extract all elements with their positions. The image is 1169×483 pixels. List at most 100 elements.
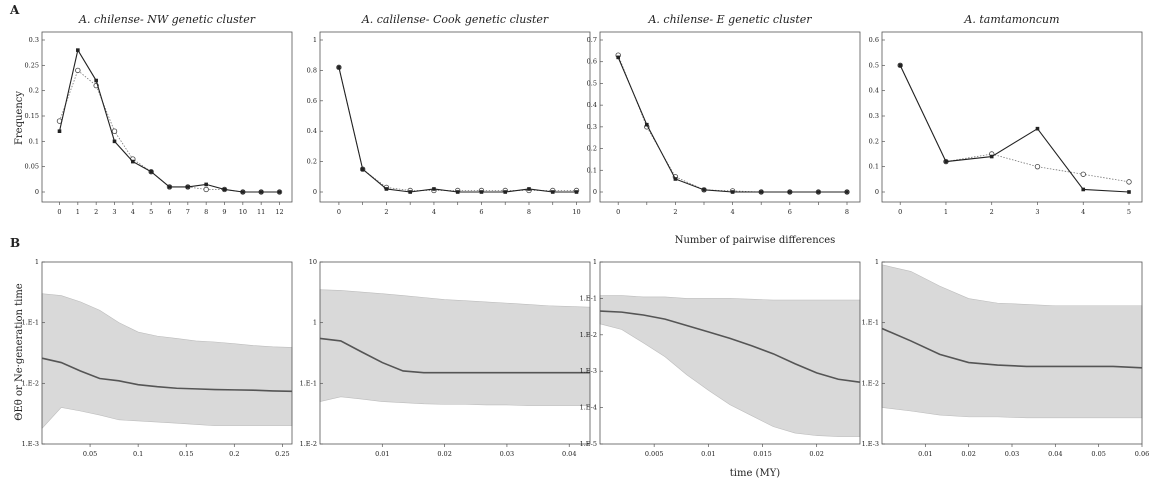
y-tick-label: 0.3 xyxy=(587,123,597,131)
observed-point xyxy=(527,187,531,191)
observed-point xyxy=(1081,187,1086,192)
y-tick-label: 1 xyxy=(875,258,879,266)
y-tick-label: 1.E-1 xyxy=(862,319,879,327)
observed-point xyxy=(1127,190,1131,194)
y-tick-label: 0.25 xyxy=(25,61,39,69)
panel-frame xyxy=(319,261,591,445)
y-tick-label: 0.05 xyxy=(25,163,39,171)
y-tick-label: 0 xyxy=(593,188,597,196)
observed-point xyxy=(816,190,821,194)
skyline-panel-1: 1.E-3 1.E-2 1.E-1 1 0.05 0.1 0.15 0.2 0.25 xyxy=(22,258,293,458)
x-tick-label: 0.05 xyxy=(1091,450,1105,458)
y-tick-label: 0.7 xyxy=(587,36,597,44)
hpd-band xyxy=(599,295,861,437)
observed-point xyxy=(241,190,245,194)
x-tick-label: 0.02 xyxy=(437,450,451,458)
x-tick-label: 0.03 xyxy=(1005,450,1019,458)
y-tick-label: 0.2 xyxy=(587,145,597,153)
x-tick-label: 3 xyxy=(112,208,116,216)
mismatch-panel-3: A. chilense- E genetic cluster 0 0.1 0.2 0.3… xyxy=(587,13,861,216)
x-tick-label: 2 xyxy=(673,208,677,216)
y-tick-label: 10 xyxy=(309,258,317,266)
x-tick-label: 0.01 xyxy=(918,450,932,458)
y-tick-label: 1.E-1 xyxy=(580,294,597,302)
expected-point xyxy=(111,128,118,134)
median-line xyxy=(881,327,1143,369)
hpd-band xyxy=(41,293,293,430)
x-tick-label: 12 xyxy=(275,208,283,216)
x-tick-label: 0.01 xyxy=(701,450,715,458)
observed-point xyxy=(186,185,190,189)
expected-series-line xyxy=(338,67,577,191)
y-tick-label: 0.1 xyxy=(869,163,879,171)
x-tick-label: 1 xyxy=(76,208,80,216)
x-tick-label: 4 xyxy=(131,208,135,216)
observed-point xyxy=(360,167,365,171)
x-tick-label: 0.015 xyxy=(753,450,772,458)
observed-series-line xyxy=(338,67,577,193)
y-tick-label: 0.6 xyxy=(587,58,597,66)
x-tick-label: 0.04 xyxy=(562,450,576,458)
x-tick-label: 0.02 xyxy=(961,450,975,458)
y-tick-label: 1.E-3 xyxy=(580,367,597,375)
observed-point xyxy=(503,190,508,194)
panel-frame xyxy=(599,261,861,445)
x-tick-label: 7 xyxy=(186,208,190,216)
expected-series-line xyxy=(899,65,1130,183)
observed-point xyxy=(1035,126,1040,131)
x-tick-label: 2 xyxy=(384,208,388,216)
y-tick-label: 1 xyxy=(593,258,597,266)
panel-frame xyxy=(41,261,293,445)
median-line xyxy=(599,310,861,383)
expected-point xyxy=(203,186,209,193)
observed-point xyxy=(222,187,227,192)
median-line xyxy=(319,337,590,374)
observed-point xyxy=(259,190,263,194)
hpd-band xyxy=(881,264,1143,419)
x-tick-label: 2 xyxy=(94,208,98,216)
expected-series-line xyxy=(617,55,847,193)
observed-point xyxy=(673,177,678,181)
x-tick-label: 6 xyxy=(479,208,483,216)
observed-point xyxy=(57,129,62,133)
x-tick-label: 9 xyxy=(222,208,226,216)
x-tick-label: 0.02 xyxy=(809,450,823,458)
bsp-x-axis-title: time (MY) xyxy=(730,468,781,479)
row-letter-a: A xyxy=(9,3,20,17)
row-letter-b: B xyxy=(10,236,20,250)
hpd-band xyxy=(319,289,591,406)
observed-point xyxy=(759,190,763,194)
observed-point xyxy=(989,154,994,159)
panels-group: A. chilense- NW genetic cluster 0 0.05 0.1 0… xyxy=(22,13,1150,458)
x-tick-label: 0.005 xyxy=(645,450,664,458)
y-tick-label: 1 xyxy=(313,319,317,327)
x-tick-label: 3 xyxy=(1035,208,1039,216)
y-tick-label: 0.3 xyxy=(869,112,879,120)
skyline-panel-3: 1.E-5 1.E-4 1.E-3 1.E-2 1.E-1 1 0.005 0.01 0.015… xyxy=(580,258,861,458)
observed-point xyxy=(550,190,555,194)
panel-title: A. chilense- NW genetic cluster xyxy=(78,13,256,26)
mismatch-y-axis-title: Frequency xyxy=(14,91,25,145)
y-tick-label: 1.E-2 xyxy=(862,379,879,387)
x-tick-label: 8 xyxy=(527,208,531,216)
x-tick-label: 6 xyxy=(788,208,792,216)
observed-point xyxy=(337,65,341,70)
observed-point xyxy=(944,159,948,164)
panel-frame xyxy=(599,31,861,203)
y-tick-label: 0.2 xyxy=(869,137,879,145)
x-tick-label: 0.2 xyxy=(229,450,239,458)
observed-point xyxy=(455,190,460,194)
x-tick-label: 10 xyxy=(239,208,247,216)
x-tick-label: 0 xyxy=(57,208,61,216)
x-tick-label: 0.25 xyxy=(275,450,289,458)
x-tick-label: 4 xyxy=(432,208,436,216)
observed-point xyxy=(384,187,389,191)
x-tick-label: 0.01 xyxy=(375,450,389,458)
y-tick-label: 1.E-2 xyxy=(22,379,39,387)
x-tick-label: 0.04 xyxy=(1048,450,1062,458)
panel-title: A. tamtamoncum xyxy=(963,13,1059,26)
y-tick-label: 0.2 xyxy=(307,158,317,166)
y-tick-label: 0.4 xyxy=(587,101,597,109)
mismatch-panel-4: A. tamtamoncum 0 0.1 0.2 0.3 0.4 0.5 0.6 0 1 2 3 4 5 xyxy=(869,13,1143,216)
